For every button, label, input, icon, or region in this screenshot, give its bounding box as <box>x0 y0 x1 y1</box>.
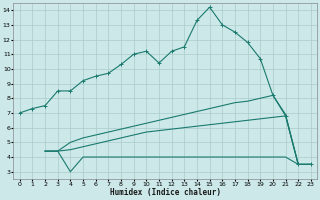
X-axis label: Humidex (Indice chaleur): Humidex (Indice chaleur) <box>110 188 221 197</box>
